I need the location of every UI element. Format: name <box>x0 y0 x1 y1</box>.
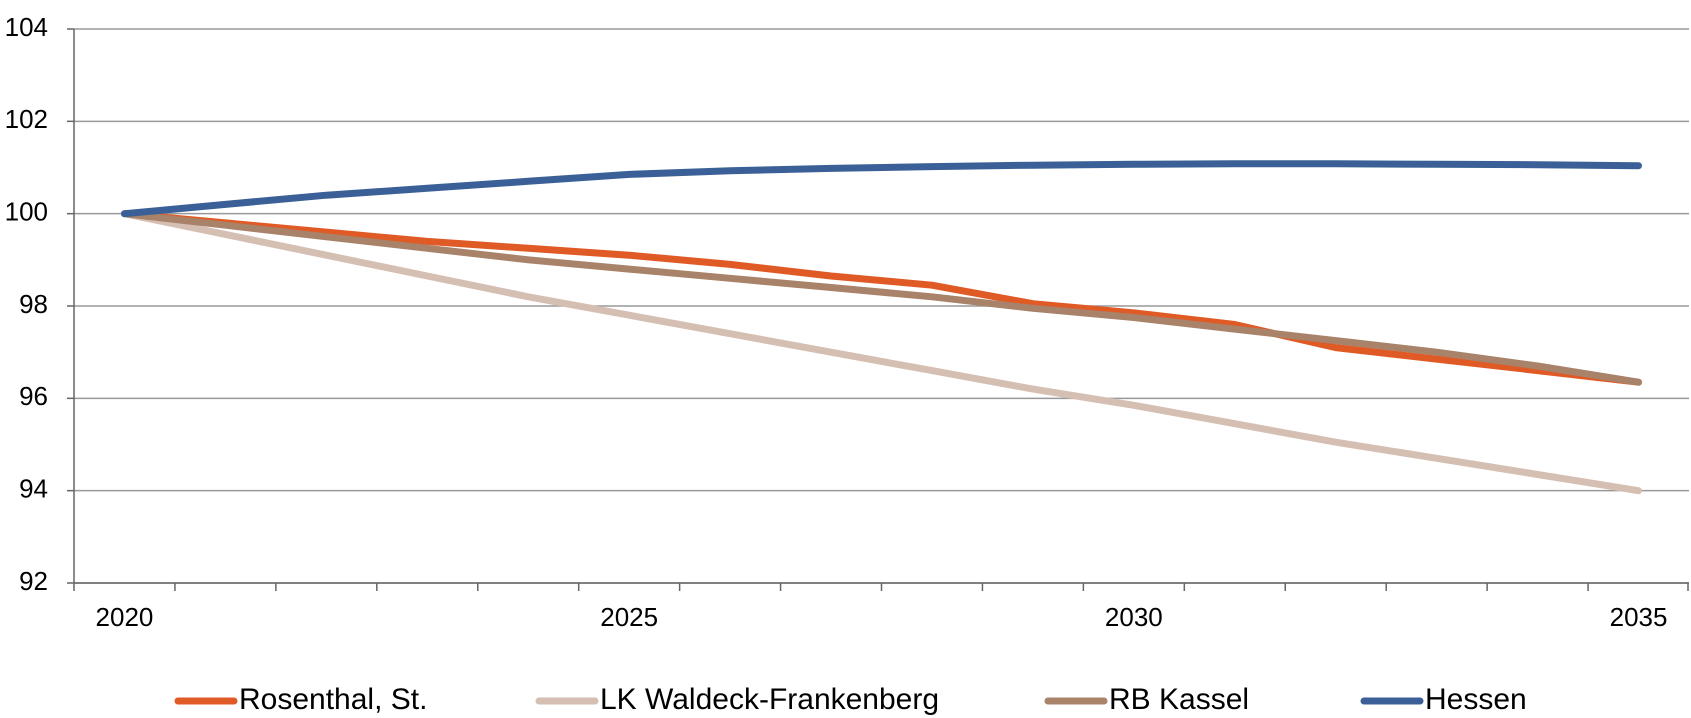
y-tick-label: 100 <box>5 197 48 227</box>
y-tick-label: 94 <box>19 474 48 504</box>
y-tick-label: 92 <box>19 566 48 596</box>
legend-label: Rosenthal, St. <box>239 683 427 716</box>
series-line <box>121 210 1642 495</box>
y-tick-label: 98 <box>19 289 48 319</box>
legend-label: LK Waldeck-Frankenberg <box>600 683 939 716</box>
series-line <box>121 160 1642 218</box>
legend-label: RB Kassel <box>1109 683 1249 716</box>
series-line <box>121 210 1642 386</box>
y-tick-label: 96 <box>19 381 48 411</box>
legend-label: Hessen <box>1425 683 1527 716</box>
x-tick-label: 2035 <box>1610 602 1668 632</box>
y-tick-label: 104 <box>5 12 48 42</box>
y-tick-label: 102 <box>5 104 48 134</box>
x-tick-label: 2030 <box>1105 602 1163 632</box>
x-tick-label: 2025 <box>600 602 658 632</box>
x-tick-label: 2020 <box>96 602 154 632</box>
series-line <box>121 210 1642 386</box>
